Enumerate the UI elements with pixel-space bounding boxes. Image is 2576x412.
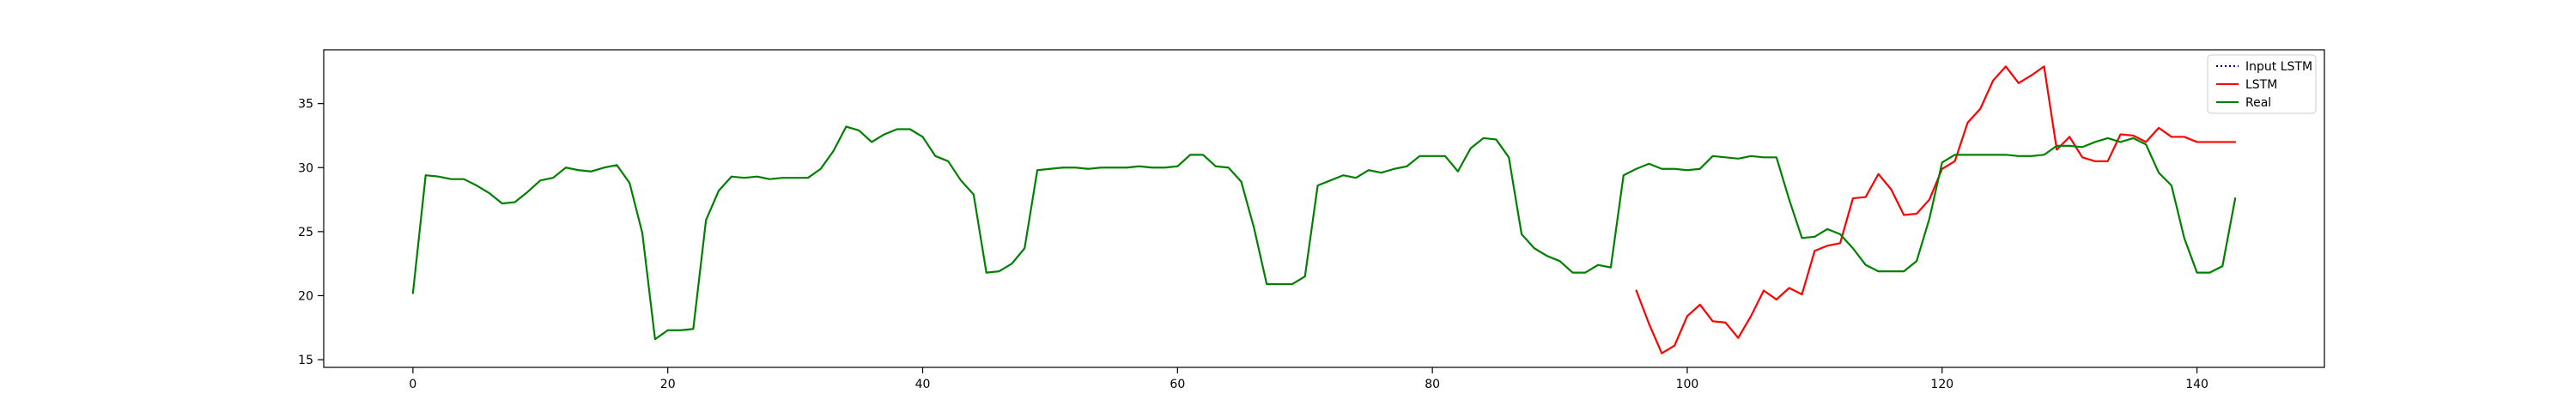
legend-label-input-lstm: Input LSTM — [2245, 60, 2312, 74]
x-tick-label: 100 — [1676, 378, 1699, 391]
x-tick-label: 80 — [1425, 378, 1440, 391]
y-tick-label: 30 — [298, 161, 313, 175]
legend-box — [2207, 54, 2317, 114]
series-line-real — [411, 125, 2237, 341]
x-tick-label: 60 — [1170, 378, 1185, 391]
legend-entry-real: Real — [2216, 96, 2271, 110]
x-tick-label: 40 — [915, 378, 931, 391]
x-axis: 0 20 40 60 80 100 120 140 — [409, 367, 2208, 391]
series-layer — [411, 65, 2237, 354]
x-tick-label: 20 — [660, 378, 676, 391]
y-tick-label: 20 — [298, 289, 313, 303]
x-tick-label: 140 — [2185, 378, 2208, 391]
series-line-lstm — [1635, 65, 2237, 354]
legend: Input LSTM LSTM Real — [2207, 54, 2317, 114]
legend-label-real: Real — [2245, 96, 2271, 110]
legend-label-lstm: LSTM — [2245, 78, 2277, 92]
y-tick-label: 15 — [298, 354, 313, 367]
y-tick-label: 25 — [298, 226, 313, 239]
axes-frame — [323, 49, 2325, 368]
plot-area — [323, 49, 2325, 368]
y-tick-label: 35 — [298, 98, 313, 112]
y-axis: 15 20 25 30 35 — [298, 98, 324, 367]
legend-entry-input-lstm: Input LSTM — [2216, 60, 2312, 74]
x-tick-label: 0 — [409, 378, 416, 391]
x-tick-label: 120 — [1930, 378, 1953, 391]
legend-entry-lstm: LSTM — [2216, 78, 2277, 92]
